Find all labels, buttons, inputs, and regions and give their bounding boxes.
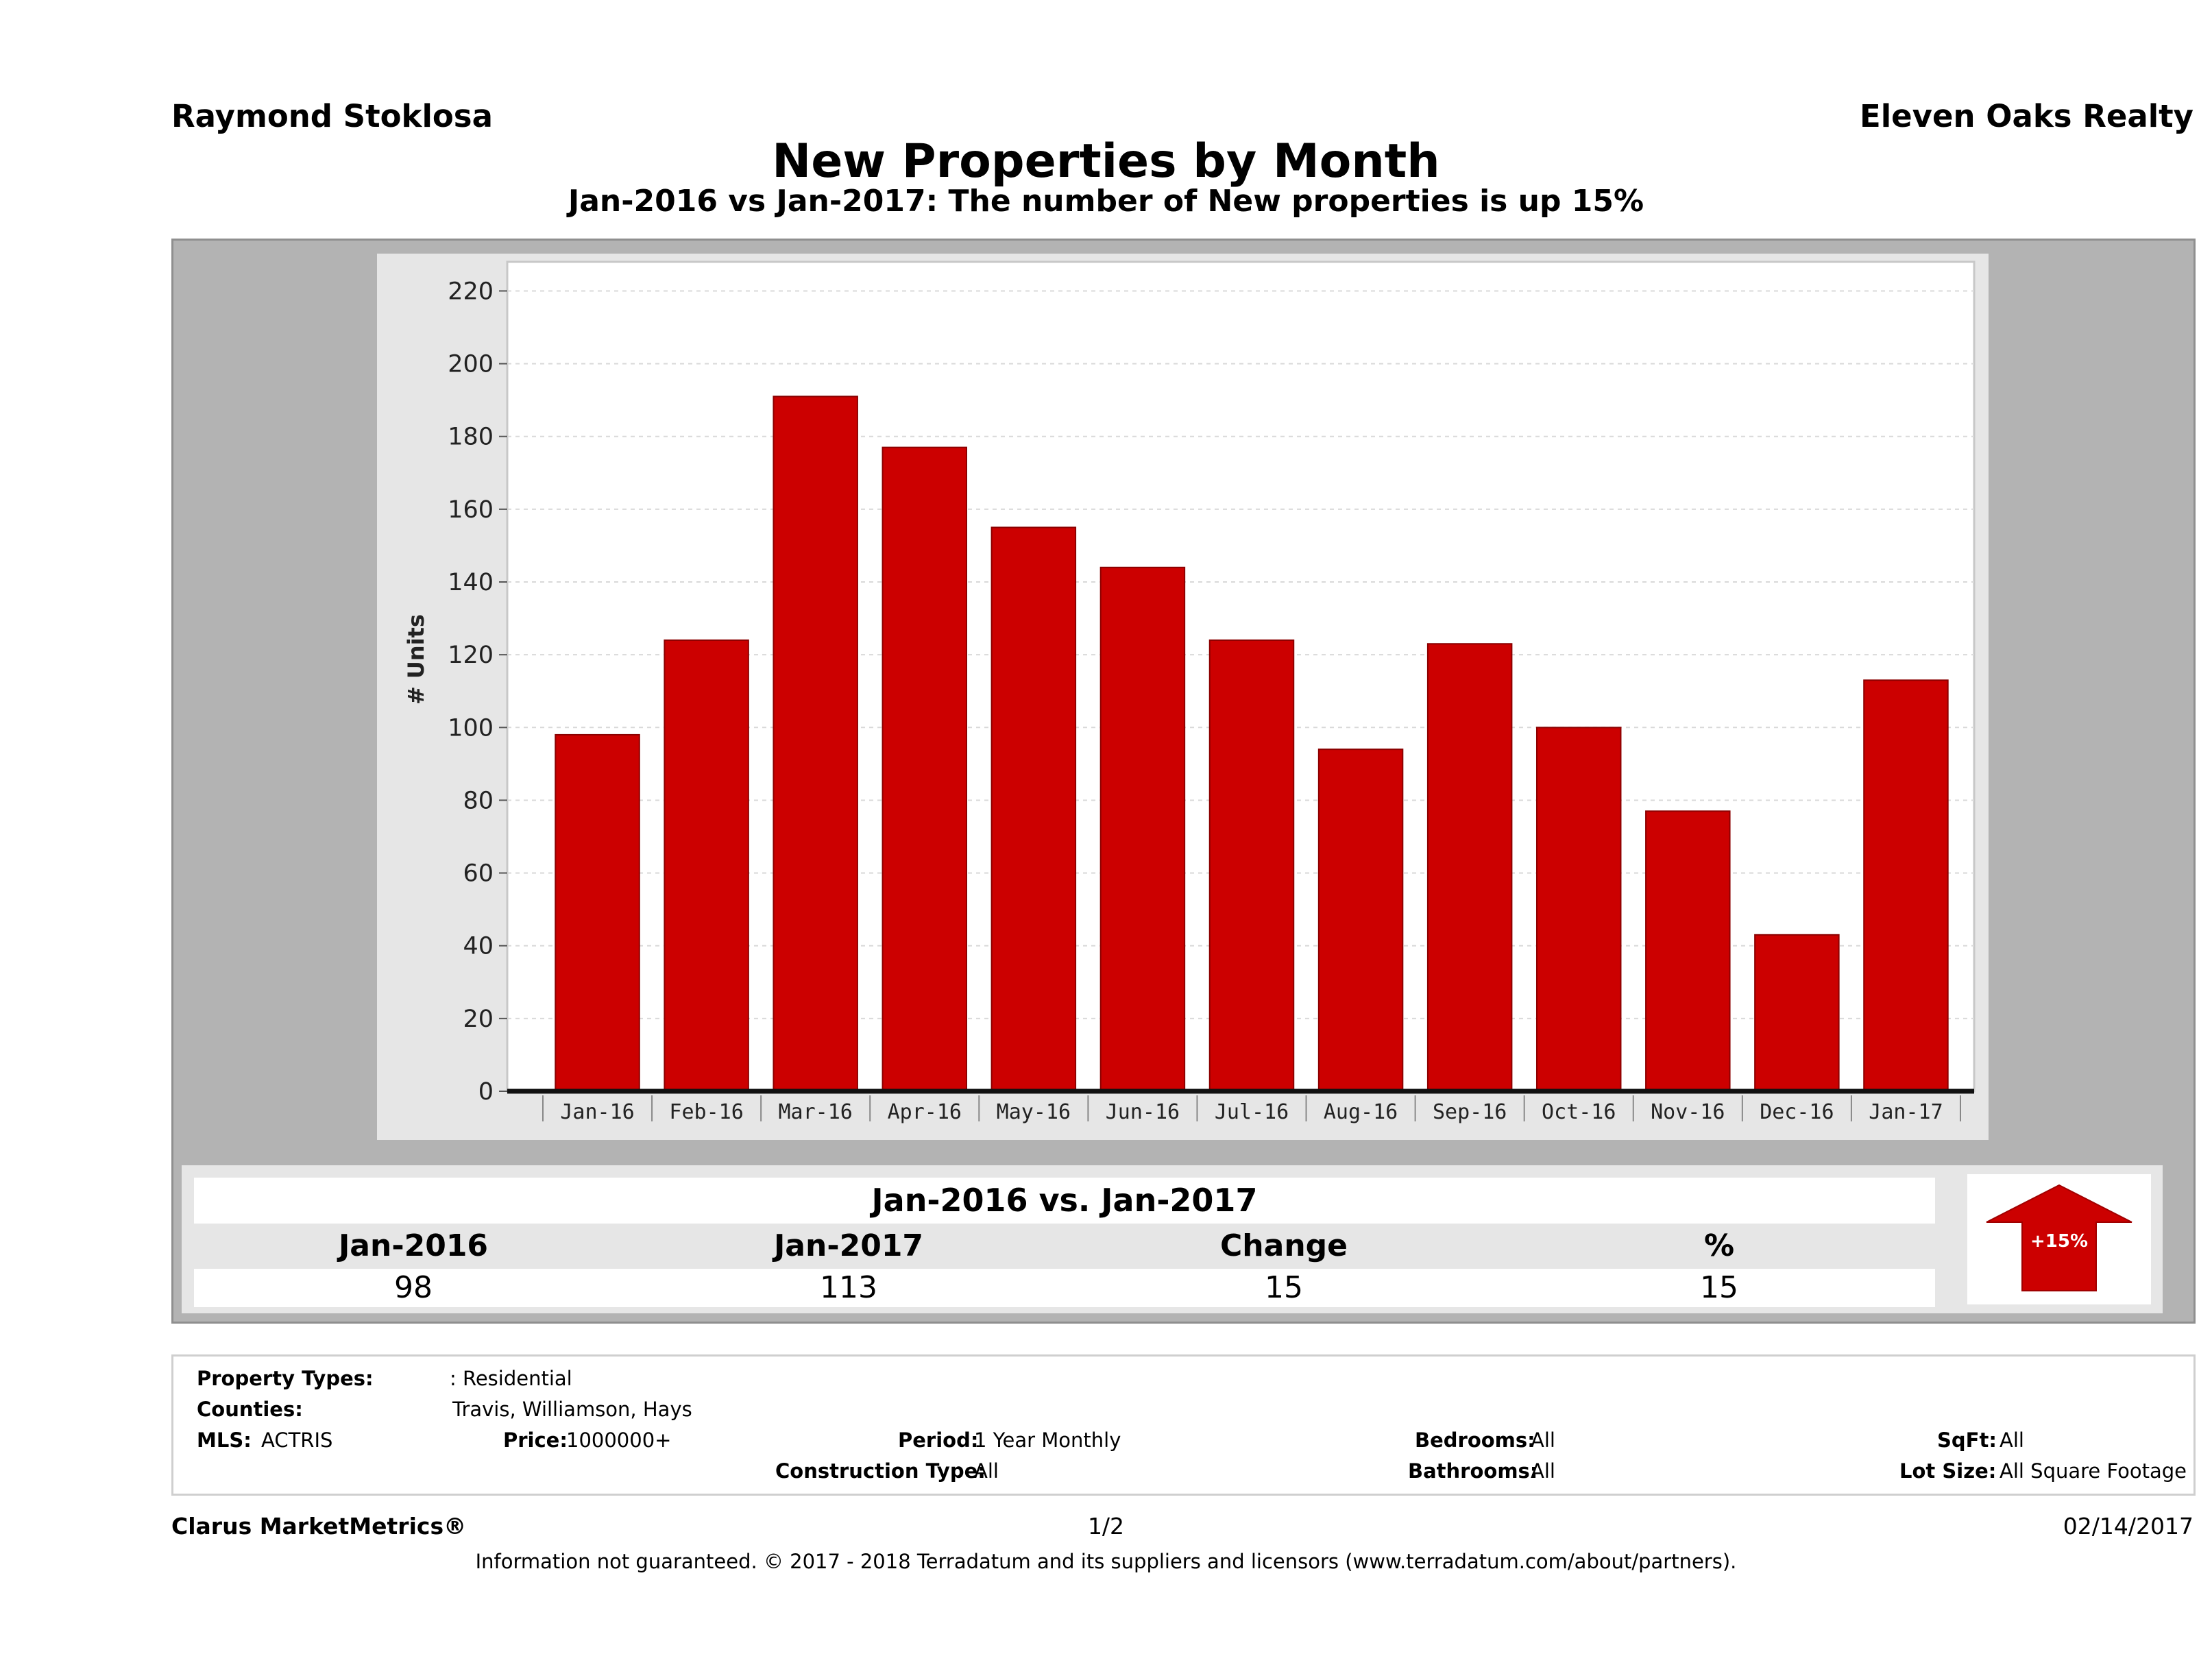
x-tick-label: Sep-16 [1433,1100,1507,1124]
y-tick-label: 0 [478,1078,494,1106]
bar-nov-16 [1645,810,1731,1092]
property-types-value: : Residential [450,1367,572,1390]
comparison-header-jan-2017: Jan-2017 [773,1228,924,1263]
construction-type-value: All [974,1459,999,1483]
y-tick-label: 20 [463,1006,494,1033]
y-tick-label: 100 [448,714,494,742]
bar-sep-16 [1426,643,1513,1092]
bar-jan-17 [1863,679,1949,1092]
comparison-value-percent: 15 [1700,1270,1738,1305]
mls-value: ACTRIS [261,1428,333,1452]
bar-mar-16 [773,396,858,1093]
y-tick-label: 200 [448,351,494,378]
criteria-panel [171,1354,2196,1496]
y-tick-label: 60 [463,860,494,888]
x-tick-label: Jun-16 [1106,1100,1180,1124]
bar-dec-16 [1754,934,1840,1092]
disclaimer: Information not guaranteed. © 2017 - 201… [475,1550,1737,1573]
price-value: 1000000+ [566,1428,672,1452]
comparison-header-change: Change [1220,1228,1348,1263]
y-tick-label: 220 [448,278,494,305]
counties-value: Travis, Williamson, Hays [452,1398,692,1421]
bar-feb-16 [664,639,749,1092]
x-tick-label: Aug-16 [1324,1100,1398,1124]
lot-size-value: All Square Footage [2000,1459,2187,1483]
bathrooms-label: Bathrooms: [1408,1459,1538,1483]
comparison-header-percent: % [1703,1228,1735,1263]
price-label: Price: [503,1428,568,1452]
bedrooms-value: All [1531,1428,1555,1452]
x-tick-label: Dec-16 [1760,1100,1834,1124]
bedrooms-label: Bedrooms: [1415,1428,1535,1452]
bathrooms-value: All [1531,1459,1555,1483]
comparison-values-row [194,1269,1935,1307]
x-tick-label: Jan-16 [560,1100,634,1124]
y-tick-label: 40 [463,933,494,960]
x-tick-label: May-16 [997,1100,1071,1124]
period-label: Period: [898,1428,979,1452]
bar-apr-16 [882,446,968,1092]
y-axis-title: # Units [403,614,429,705]
x-tick-label: Jan-17 [1869,1100,1943,1124]
x-tick-label: Mar-16 [779,1100,853,1124]
report-date: 02/14/2017 [2063,1513,2193,1540]
bar-jan-16 [555,733,640,1092]
page-subtitle: Jan-2016 vs Jan-2017: The number of New … [568,184,1644,219]
y-tick-label: 140 [448,569,494,596]
mls-label: MLS: [197,1428,252,1452]
counties-label: Counties: [197,1398,303,1421]
change-badge-box: +15% [1967,1174,2151,1304]
sqft-label: SqFt: [1937,1428,1997,1452]
y-tick-label: 180 [448,424,494,451]
comparison-title: Jan-2016 vs. Jan-2017 [194,1178,1935,1224]
product-name: Clarus MarketMetrics® [171,1513,467,1540]
sqft-value: All [2000,1428,2024,1452]
y-tick-label: 160 [448,496,494,524]
y-tick-label: 80 [463,787,494,814]
bar-may-16 [990,526,1077,1092]
x-tick-label: Feb-16 [669,1100,743,1124]
brokerage-name: Eleven Oaks Realty [1859,98,2193,134]
page-number: 1/2 [1087,1513,1125,1540]
property-types-label: Property Types: [197,1367,374,1390]
period-value: 1 Year Monthly [974,1428,1121,1452]
comparison-value-change: 15 [1265,1270,1303,1305]
x-tick-label: Nov-16 [1651,1100,1725,1124]
bar-aug-16 [1317,749,1404,1093]
agent-name: Raymond Stoklosa [171,98,493,134]
bar-jul-16 [1208,639,1295,1092]
comparison-value-jan-2016: 98 [394,1270,433,1305]
bar-jun-16 [1099,566,1186,1092]
construction-type-label: Construction Type: [775,1459,986,1483]
y-tick-label: 120 [448,642,494,669]
x-tick-label: Jul-16 [1215,1100,1289,1124]
comparison-header-jan-2016: Jan-2016 [338,1228,489,1263]
up-arrow-icon: +15% [1986,1184,2132,1291]
page-title: New Properties by Month [772,134,1440,189]
comparison-value-jan-2017: 113 [820,1270,877,1305]
change-badge-text: +15% [2030,1231,2088,1252]
x-tick-label: Apr-16 [888,1100,962,1124]
x-tick-label: Oct-16 [1542,1100,1616,1124]
bar-oct-16 [1535,727,1622,1092]
bar-chart: 0 20 40 60 80 100 120 140 160 180 200 220 # Units Jan… [403,260,1976,1124]
lot-size-label: Lot Size: [1899,1459,1997,1483]
